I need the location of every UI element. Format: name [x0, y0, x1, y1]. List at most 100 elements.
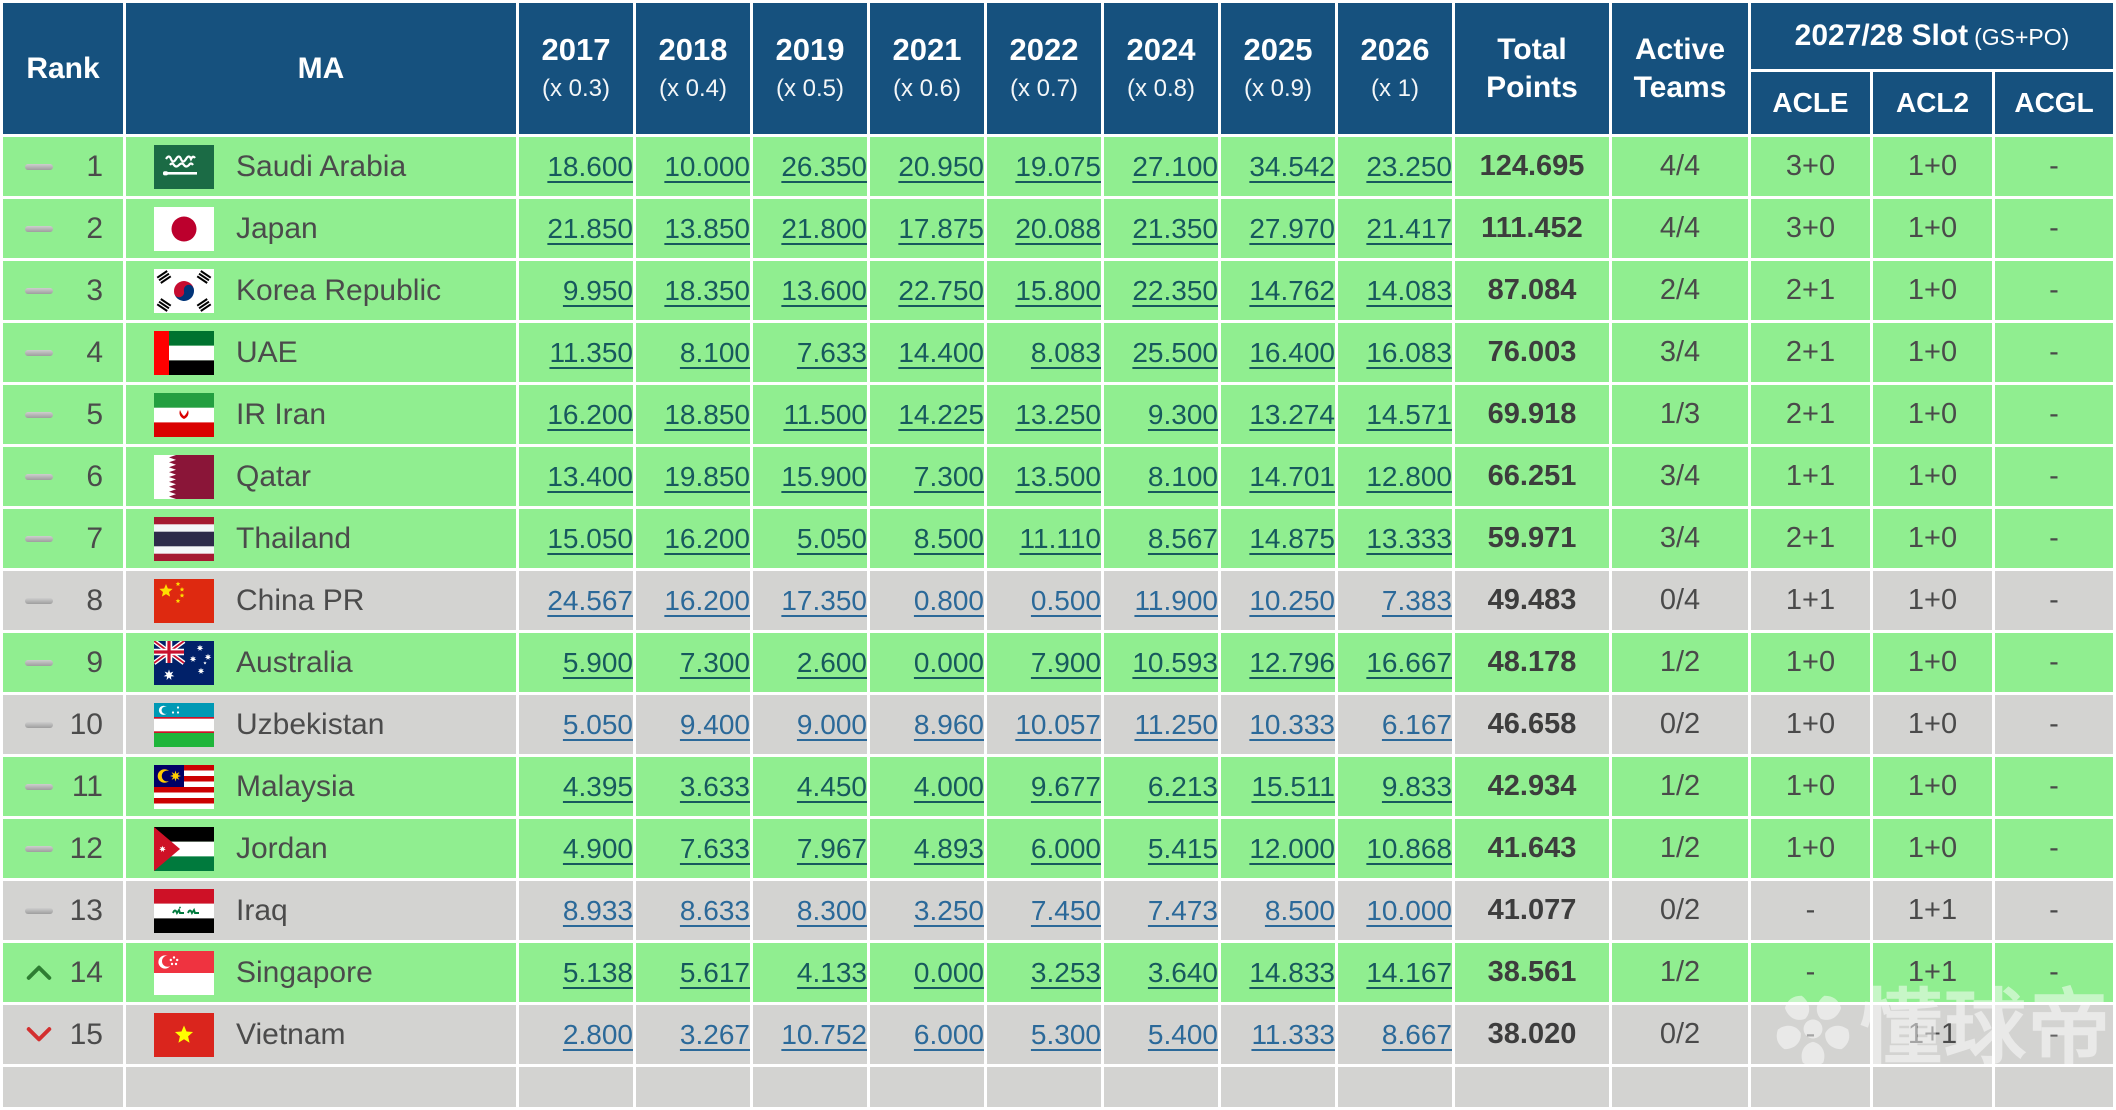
year-points-link[interactable]: 3.250: [913, 894, 984, 926]
year-points-link[interactable]: 10.000: [1366, 894, 1452, 926]
year-points-link[interactable]: 17.875: [898, 212, 984, 244]
year-points-link[interactable]: 6.000: [1030, 832, 1101, 864]
year-points-link[interactable]: 14.875: [1249, 522, 1335, 554]
year-points-link[interactable]: 14.762: [1249, 274, 1335, 306]
year-points-link[interactable]: 7.300: [913, 460, 984, 492]
year-points-link[interactable]: 23.250: [1366, 150, 1452, 182]
year-points-link[interactable]: 17.350: [781, 584, 867, 616]
year-points-link[interactable]: 0.500: [1030, 584, 1101, 616]
year-points-link[interactable]: 7.473: [1147, 894, 1218, 926]
year-points-link[interactable]: 10.868: [1366, 832, 1452, 864]
year-points-link[interactable]: 5.050: [796, 522, 867, 554]
year-points-link[interactable]: 5.050: [562, 708, 633, 740]
year-points-link[interactable]: 8.500: [1264, 894, 1335, 926]
year-points-link[interactable]: 0.800: [913, 584, 984, 616]
year-points-link[interactable]: 22.750: [898, 274, 984, 306]
year-points-link[interactable]: 8.100: [679, 336, 750, 368]
year-points-link[interactable]: 9.300: [1147, 398, 1218, 430]
year-points-link[interactable]: 7.450: [1030, 894, 1101, 926]
year-points-link[interactable]: 10.057: [1015, 708, 1101, 740]
year-points-link[interactable]: 4.395: [562, 770, 633, 802]
year-points-link[interactable]: 11.333: [1251, 1018, 1335, 1050]
year-points-link[interactable]: 9.000: [796, 708, 867, 740]
year-points-link[interactable]: 11.900: [1134, 584, 1218, 616]
year-points-link[interactable]: 5.617: [679, 956, 750, 988]
year-points-link[interactable]: 13.400: [547, 460, 633, 492]
year-points-link[interactable]: 4.450: [796, 770, 867, 802]
year-points-link[interactable]: 34.542: [1249, 150, 1335, 182]
year-points-link[interactable]: 11.110: [1019, 522, 1101, 554]
year-points-link[interactable]: 18.350: [664, 274, 750, 306]
year-points-link[interactable]: 12.800: [1366, 460, 1452, 492]
year-points-link[interactable]: 13.274: [1249, 398, 1335, 430]
year-points-link[interactable]: 7.633: [679, 832, 750, 864]
year-points-link[interactable]: 6.213: [1147, 770, 1218, 802]
year-points-link[interactable]: 16.200: [547, 398, 633, 430]
year-points-link[interactable]: 0.000: [913, 646, 984, 678]
year-points-link[interactable]: 15.050: [547, 522, 633, 554]
year-points-link[interactable]: 3.633: [679, 770, 750, 802]
year-points-link[interactable]: 4.900: [562, 832, 633, 864]
year-points-link[interactable]: 16.200: [664, 522, 750, 554]
year-points-link[interactable]: 4.133: [796, 956, 867, 988]
year-points-link[interactable]: 18.850: [664, 398, 750, 430]
year-points-link[interactable]: 9.950: [562, 274, 633, 306]
year-points-link[interactable]: 21.850: [547, 212, 633, 244]
year-points-link[interactable]: 5.400: [1147, 1018, 1218, 1050]
year-points-link[interactable]: 8.300: [796, 894, 867, 926]
year-points-link[interactable]: 4.000: [913, 770, 984, 802]
year-points-link[interactable]: 14.083: [1366, 274, 1452, 306]
year-points-link[interactable]: 2.800: [562, 1018, 633, 1050]
year-points-link[interactable]: 18.600: [547, 150, 633, 182]
year-points-link[interactable]: 22.350: [1132, 274, 1218, 306]
year-points-link[interactable]: 7.633: [796, 336, 867, 368]
year-points-link[interactable]: 9.400: [679, 708, 750, 740]
year-points-link[interactable]: 3.267: [679, 1018, 750, 1050]
year-points-link[interactable]: 8.933: [562, 894, 633, 926]
year-points-link[interactable]: 14.225: [898, 398, 984, 430]
year-points-link[interactable]: 2.600: [796, 646, 867, 678]
year-points-link[interactable]: 10.250: [1249, 584, 1335, 616]
year-points-link[interactable]: 25.500: [1132, 336, 1218, 368]
year-points-link[interactable]: 5.300: [1030, 1018, 1101, 1050]
year-points-link[interactable]: 10.752: [781, 1018, 867, 1050]
year-points-link[interactable]: 14.833: [1249, 956, 1335, 988]
year-points-link[interactable]: 12.796: [1249, 646, 1335, 678]
year-points-link[interactable]: 3.253: [1030, 956, 1101, 988]
year-points-link[interactable]: 11.250: [1134, 708, 1218, 740]
year-points-link[interactable]: 8.100: [1147, 460, 1218, 492]
year-points-link[interactable]: 0.000: [913, 956, 984, 988]
year-points-link[interactable]: 5.138: [562, 956, 633, 988]
year-points-link[interactable]: 7.300: [679, 646, 750, 678]
year-points-link[interactable]: 27.100: [1132, 150, 1218, 182]
year-points-link[interactable]: 21.350: [1132, 212, 1218, 244]
year-points-link[interactable]: 13.333: [1366, 522, 1452, 554]
year-points-link[interactable]: 15.511: [1251, 770, 1335, 802]
year-points-link[interactable]: 16.667: [1366, 646, 1452, 678]
year-points-link[interactable]: 13.250: [1015, 398, 1101, 430]
year-points-link[interactable]: 5.415: [1147, 832, 1218, 864]
year-points-link[interactable]: 24.567: [547, 584, 633, 616]
year-points-link[interactable]: 8.633: [679, 894, 750, 926]
year-points-link[interactable]: 8.500: [913, 522, 984, 554]
year-points-link[interactable]: 10.333: [1249, 708, 1335, 740]
year-points-link[interactable]: 6.000: [913, 1018, 984, 1050]
year-points-link[interactable]: 8.567: [1147, 522, 1218, 554]
year-points-link[interactable]: 20.950: [898, 150, 984, 182]
year-points-link[interactable]: 14.167: [1366, 956, 1452, 988]
year-points-link[interactable]: 14.701: [1249, 460, 1335, 492]
year-points-link[interactable]: 7.900: [1030, 646, 1101, 678]
year-points-link[interactable]: 13.600: [781, 274, 867, 306]
year-points-link[interactable]: 7.383: [1381, 584, 1452, 616]
year-points-link[interactable]: 5.900: [562, 646, 633, 678]
year-points-link[interactable]: 16.083: [1366, 336, 1452, 368]
year-points-link[interactable]: 9.677: [1030, 770, 1101, 802]
year-points-link[interactable]: 10.000: [664, 150, 750, 182]
year-points-link[interactable]: 16.400: [1249, 336, 1335, 368]
year-points-link[interactable]: 14.571: [1366, 398, 1452, 430]
year-points-link[interactable]: 11.350: [549, 336, 633, 368]
year-points-link[interactable]: 21.417: [1366, 212, 1452, 244]
year-points-link[interactable]: 14.400: [898, 336, 984, 368]
year-points-link[interactable]: 8.083: [1030, 336, 1101, 368]
year-points-link[interactable]: 10.593: [1132, 646, 1218, 678]
